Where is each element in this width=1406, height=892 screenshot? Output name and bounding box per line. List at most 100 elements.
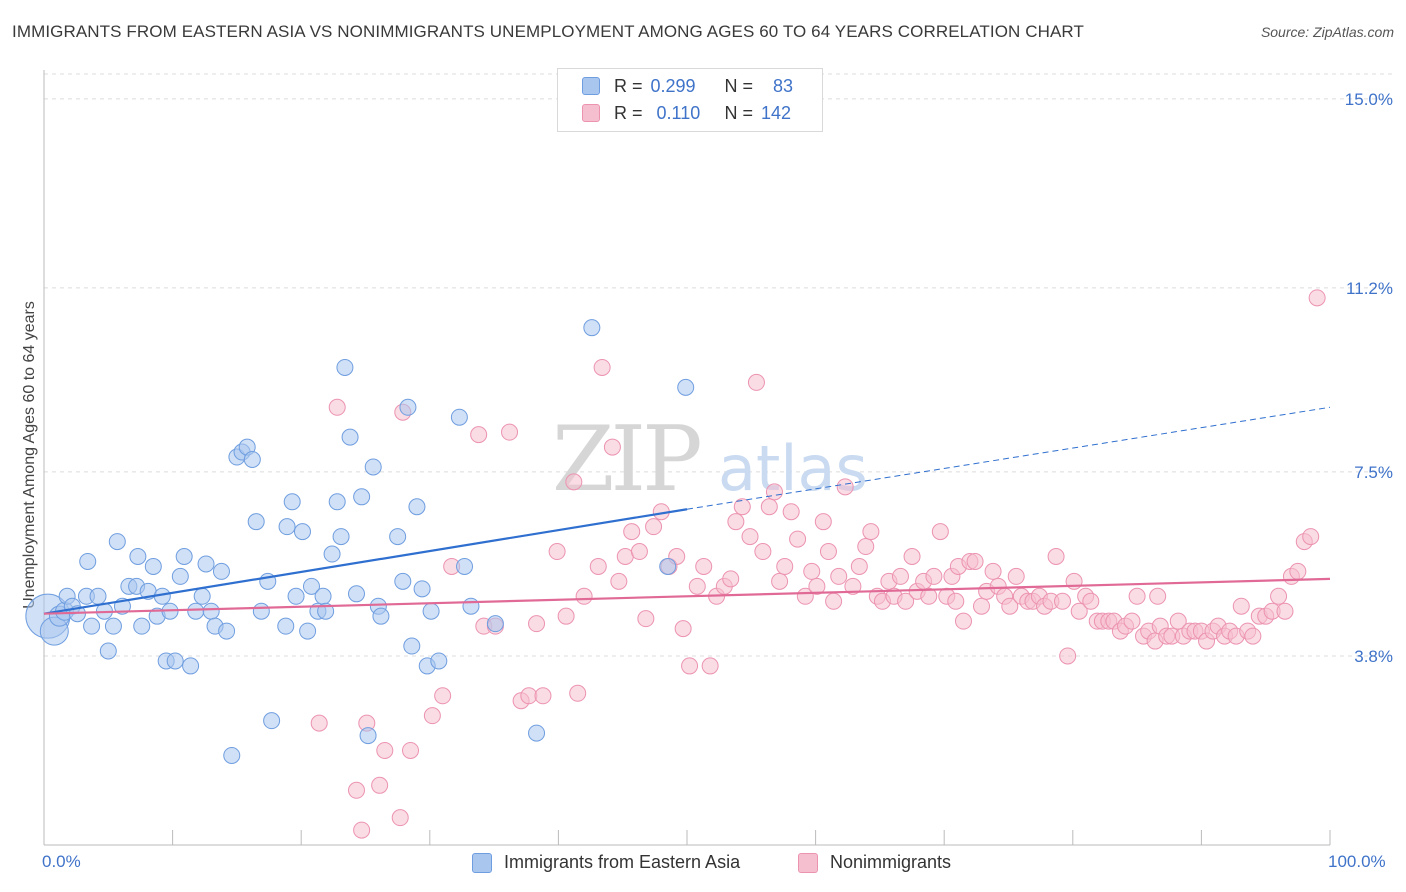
nonimmigrants-point xyxy=(1169,612,1187,630)
nonimmigrants-point xyxy=(954,612,972,630)
nonimmigrants-point xyxy=(528,615,546,633)
nonimmigrants-point xyxy=(741,528,759,546)
y-tick-label: 3.8% xyxy=(1354,647,1393,666)
nonimmigrants-point xyxy=(575,587,593,605)
trend-lines xyxy=(43,406,1331,615)
nonimmigrants-point xyxy=(645,518,663,536)
nonimmigrants-point xyxy=(1001,597,1019,615)
eastern-asia-point xyxy=(364,458,382,476)
eastern-asia-point xyxy=(353,488,371,506)
r-value: 0.110 xyxy=(656,102,701,123)
nonimmigrants-point xyxy=(1308,289,1326,307)
eastern-asia-point xyxy=(394,572,412,590)
nonimmigrants-point xyxy=(630,543,648,561)
pink-swatch xyxy=(582,104,600,122)
legend-item-eastern-asia: Immigrants from Eastern Asia xyxy=(472,852,740,873)
nonimmigrants-point xyxy=(819,543,837,561)
eastern-asia-trend-line xyxy=(43,508,688,615)
nonimmigrants-point xyxy=(637,610,655,628)
nonimmigrants-point xyxy=(966,552,984,570)
eastern-asia-point xyxy=(129,547,147,565)
nonimmigrants-point xyxy=(347,781,365,799)
eastern-asia-point xyxy=(89,587,107,605)
eastern-asia-point xyxy=(223,746,241,764)
eastern-asia-point xyxy=(413,580,431,598)
eastern-asia-point xyxy=(299,622,317,640)
eastern-asia-point xyxy=(144,557,162,575)
eastern-asia-point xyxy=(182,657,200,675)
n-label: N = xyxy=(724,102,754,123)
nonimmigrants-point xyxy=(825,592,843,610)
nonimmigrants-point xyxy=(850,557,868,575)
eastern-asia-point xyxy=(193,587,211,605)
nonimmigrants-point xyxy=(353,821,371,839)
r-label: R = xyxy=(614,102,643,123)
legend-label: Immigrants from Eastern Asia xyxy=(504,852,741,872)
nonimmigrants-point xyxy=(1047,547,1065,565)
eastern-asia-point xyxy=(283,493,301,511)
nonimmigrants-point xyxy=(701,657,719,675)
nonimmigrants-point xyxy=(1059,647,1077,665)
nonimmigrants-point xyxy=(1289,562,1307,580)
eastern-asia-point xyxy=(408,498,426,516)
eastern-asia-point xyxy=(171,567,189,585)
nonimmigrants-point xyxy=(727,513,745,531)
nonimmigrants-point xyxy=(1270,587,1288,605)
nonimmigrants-point xyxy=(610,572,628,590)
nonimmigrants-point xyxy=(808,577,826,595)
eastern-asia-point xyxy=(347,585,365,603)
eastern-asia-point xyxy=(486,615,504,633)
x-tick-label-max: 100.0% xyxy=(1328,852,1386,871)
y-tick-label: 11.2% xyxy=(1346,279,1393,298)
eastern-asia-point xyxy=(462,597,480,615)
eastern-asia-point xyxy=(659,557,677,575)
eastern-asia-point xyxy=(197,555,215,573)
nonimmigrants-point xyxy=(925,567,943,585)
nonimmigrants-point xyxy=(1149,587,1167,605)
n-value: 83 xyxy=(773,75,794,96)
legend-row-nonimmigrants: R = 0.110 N = 142 xyxy=(582,101,791,125)
gridlines xyxy=(44,73,1395,657)
nonimmigrants-trend-line xyxy=(43,577,1331,615)
nonimmigrants-point xyxy=(747,373,765,391)
blue-swatch xyxy=(582,77,600,95)
nonimmigrants-point xyxy=(765,483,783,501)
eastern-asia-point xyxy=(287,587,305,605)
nonimmigrants-point xyxy=(1054,592,1072,610)
nonimmigrants-point xyxy=(328,398,346,416)
nonimmigrants-point xyxy=(947,592,965,610)
eastern-asia-point xyxy=(372,607,390,625)
nonimmigrants-point xyxy=(1007,567,1025,585)
nonimmigrants-point xyxy=(1244,627,1262,645)
nonimmigrants-point xyxy=(857,538,875,556)
eastern-asia-point xyxy=(218,622,236,640)
eastern-asia-point xyxy=(202,602,220,620)
nonimmigrants-point xyxy=(920,587,938,605)
nonimmigrants-point xyxy=(972,597,990,615)
nonimmigrants-point xyxy=(589,557,607,575)
nonimmigrants-point xyxy=(593,358,611,376)
nonimmigrants-point xyxy=(470,426,488,444)
eastern-asia-point xyxy=(328,493,346,511)
nonimmigrants-point xyxy=(371,776,389,794)
eastern-asia-point xyxy=(79,552,97,570)
eastern-asia-point xyxy=(341,428,359,446)
eastern-asia-points xyxy=(25,319,695,764)
nonimmigrants-point xyxy=(1302,528,1320,546)
eastern-asia-point xyxy=(243,451,261,468)
eastern-asia-point xyxy=(677,378,695,396)
y-tick-labels: 3.8% 7.5% 11.2% 15.0% xyxy=(1345,90,1393,666)
nonimmigrants-point xyxy=(376,741,394,759)
nonimmigrants-point xyxy=(1123,612,1141,630)
eastern-asia-point xyxy=(104,617,122,635)
eastern-asia-point xyxy=(212,562,230,580)
axes xyxy=(43,70,1331,846)
nonimmigrants-point xyxy=(603,438,621,456)
nonimmigrants-point xyxy=(984,562,1002,580)
eastern-asia-trend-extension xyxy=(686,406,1331,510)
nonimmigrants-point xyxy=(776,557,794,575)
eastern-asia-point xyxy=(359,727,377,745)
nonimmigrants-point xyxy=(897,592,915,610)
eastern-asia-point xyxy=(247,513,265,531)
eastern-asia-point xyxy=(430,652,448,670)
